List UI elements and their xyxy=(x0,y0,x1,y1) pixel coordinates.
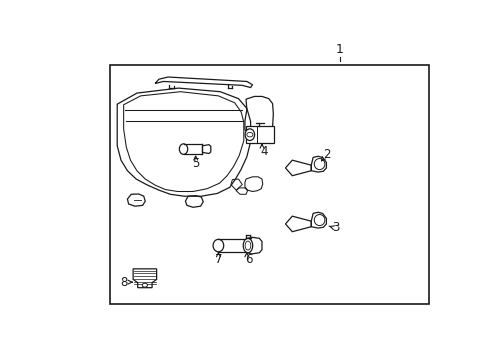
Text: 3: 3 xyxy=(331,221,339,234)
Text: 2: 2 xyxy=(322,148,329,161)
Bar xyxy=(110,66,428,304)
Text: 7: 7 xyxy=(214,253,222,266)
Text: 8: 8 xyxy=(120,276,127,289)
Ellipse shape xyxy=(243,238,252,253)
FancyBboxPatch shape xyxy=(245,126,274,143)
Text: 6: 6 xyxy=(244,253,252,266)
Ellipse shape xyxy=(179,144,187,154)
Circle shape xyxy=(142,283,147,287)
Circle shape xyxy=(246,132,252,137)
Text: 5: 5 xyxy=(192,157,199,170)
Ellipse shape xyxy=(244,129,254,140)
Text: 1: 1 xyxy=(335,43,343,56)
Ellipse shape xyxy=(213,239,223,252)
Text: 4: 4 xyxy=(260,145,267,158)
